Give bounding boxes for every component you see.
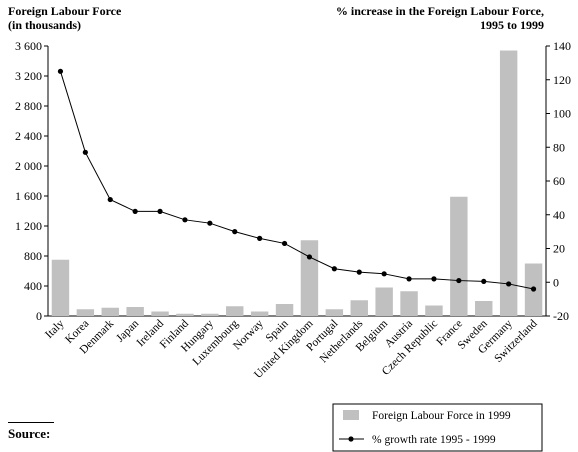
left-tick-label: 2 800 bbox=[15, 99, 42, 113]
bar bbox=[126, 307, 144, 316]
source-rule bbox=[8, 422, 54, 423]
bar bbox=[275, 304, 294, 316]
bar bbox=[325, 309, 344, 316]
right-tick-label: 40 bbox=[553, 208, 565, 222]
bar bbox=[350, 300, 368, 316]
bar bbox=[400, 291, 418, 316]
bar bbox=[51, 259, 70, 316]
legend-line-label: % growth rate 1995 - 1999 bbox=[372, 434, 496, 446]
growth-point bbox=[57, 68, 64, 74]
right-tick-label: 80 bbox=[553, 140, 565, 154]
legend: Foreign Labour Force in 1999 % growth ra… bbox=[332, 403, 543, 452]
legend-box bbox=[332, 403, 543, 452]
right-tick-label: 60 bbox=[553, 174, 565, 188]
growth-point bbox=[356, 269, 362, 275]
growth-point bbox=[331, 266, 337, 272]
bar bbox=[425, 305, 443, 316]
growth-point bbox=[381, 271, 387, 277]
growth-point bbox=[132, 208, 138, 214]
bar bbox=[300, 240, 319, 316]
right-tick-label: 140 bbox=[553, 39, 571, 53]
bar bbox=[450, 196, 468, 316]
left-tick-label: 0 bbox=[36, 309, 42, 323]
growth-point bbox=[182, 217, 188, 223]
right-axis-title-line2: 1995 to 1999 bbox=[480, 18, 544, 32]
right-tick-label: -20 bbox=[553, 309, 569, 323]
bar bbox=[151, 311, 169, 316]
bar bbox=[375, 287, 393, 316]
left-axis-title-line2: (in thousands) bbox=[8, 18, 81, 32]
bar bbox=[250, 311, 269, 316]
legend-bar-label: Foreign Labour Force in 1999 bbox=[372, 410, 511, 422]
line-series bbox=[57, 68, 537, 292]
right-tick-label: 120 bbox=[553, 73, 571, 87]
left-tick-label: 1 600 bbox=[15, 189, 42, 203]
bar bbox=[499, 50, 518, 316]
category-labels: ItalyKoreaDenmarkJapanIrelandFinlandHung… bbox=[43, 317, 540, 381]
bar bbox=[226, 306, 244, 316]
growth-point bbox=[82, 149, 88, 155]
left-tick-label: 400 bbox=[24, 279, 42, 293]
left-tick-label: 3 200 bbox=[15, 69, 42, 83]
legend-bar-swatch bbox=[343, 410, 359, 420]
bar bbox=[101, 307, 119, 316]
bar bbox=[76, 309, 95, 316]
growth-point bbox=[281, 240, 288, 247]
growth-point bbox=[431, 276, 437, 282]
left-tick-label: 800 bbox=[24, 249, 42, 263]
left-tick-label: 2 400 bbox=[15, 129, 42, 143]
growth-point bbox=[530, 286, 537, 292]
bar bbox=[475, 301, 493, 316]
bar-series bbox=[51, 50, 543, 316]
growth-point bbox=[406, 276, 412, 282]
growth-point bbox=[107, 196, 113, 203]
left-tick-label: 2 000 bbox=[15, 159, 42, 173]
right-axis-title-line1: % increase in the Foreign Labour Force, bbox=[336, 4, 544, 18]
growth-point bbox=[506, 281, 512, 287]
legend-line-marker bbox=[348, 436, 354, 442]
growth-point bbox=[306, 254, 313, 260]
growth-point bbox=[456, 277, 462, 284]
bar bbox=[176, 313, 194, 316]
left-tick-label: 3 600 bbox=[15, 39, 42, 53]
source-label: Source: bbox=[8, 426, 51, 441]
left-axis-title-line1: Foreign Labour Force bbox=[8, 4, 122, 18]
bar bbox=[201, 313, 219, 316]
growth-point bbox=[207, 220, 213, 226]
right-tick-label: 100 bbox=[553, 107, 571, 121]
growth-point bbox=[481, 278, 487, 285]
growth-point bbox=[232, 229, 238, 235]
right-tick-label: 0 bbox=[553, 275, 559, 289]
right-tick-label: 20 bbox=[553, 242, 565, 256]
growth-point bbox=[257, 235, 263, 241]
left-tick-label: 1 200 bbox=[15, 219, 42, 233]
growth-point bbox=[157, 208, 163, 214]
growth-line bbox=[59, 71, 534, 290]
